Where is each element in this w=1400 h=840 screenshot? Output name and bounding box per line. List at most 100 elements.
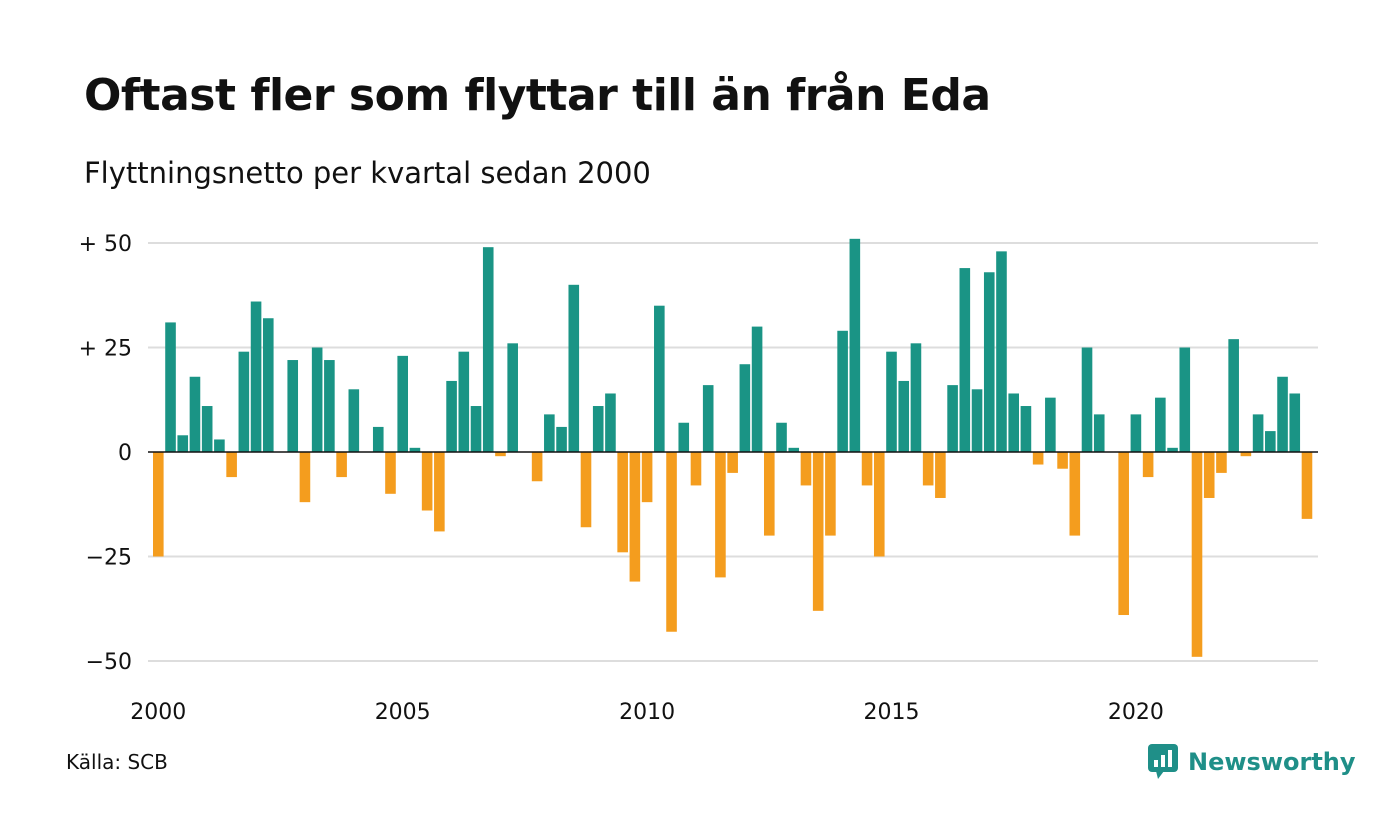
bar xyxy=(1179,347,1191,452)
x-tick-label: 2015 xyxy=(864,700,920,725)
bar xyxy=(372,426,384,452)
brand-name: Newsworthy xyxy=(1188,748,1356,776)
bar xyxy=(1277,376,1288,452)
bar xyxy=(1216,452,1227,473)
bar xyxy=(678,422,690,452)
bar xyxy=(947,385,958,452)
bar xyxy=(861,452,873,486)
bar xyxy=(385,452,396,494)
bar xyxy=(1240,452,1252,457)
bar xyxy=(287,360,299,452)
source-note: Källa: SCB xyxy=(66,750,168,774)
bar xyxy=(434,452,445,532)
x-tick-label: 2010 xyxy=(619,700,675,725)
bar xyxy=(715,452,726,578)
bar xyxy=(177,435,189,452)
bar xyxy=(1265,431,1276,452)
bar xyxy=(1228,339,1239,452)
bar xyxy=(592,406,604,452)
bar xyxy=(983,272,995,452)
bar xyxy=(409,447,421,452)
bar xyxy=(873,452,885,557)
bar-chart: + 50 + 25 0 −25 −50 2000 2005 2010 2015 2020 xyxy=(79,232,1318,725)
bar xyxy=(1069,452,1081,536)
bar xyxy=(568,284,580,452)
y-tick-label: + 25 xyxy=(79,337,132,362)
bar xyxy=(825,452,836,536)
bar xyxy=(935,452,946,498)
bar xyxy=(446,380,457,452)
bar xyxy=(1301,452,1313,519)
bar xyxy=(1118,452,1129,616)
bar xyxy=(299,452,311,503)
bar xyxy=(531,452,543,482)
bar xyxy=(189,376,201,452)
bar xyxy=(495,452,506,457)
bar xyxy=(214,439,225,452)
x-tick-labels: 2000 2005 2010 2015 2020 xyxy=(130,700,1164,725)
bar xyxy=(397,355,408,452)
bar xyxy=(311,347,323,452)
bar xyxy=(1142,452,1154,478)
bar xyxy=(922,452,934,486)
bar xyxy=(1045,397,1056,452)
bar xyxy=(1032,452,1044,465)
bar xyxy=(1081,347,1093,452)
bar xyxy=(886,351,897,452)
bar xyxy=(629,452,641,582)
bar xyxy=(458,351,470,452)
chart-title: Oftast fler som flyttar till än från Eda xyxy=(84,70,991,121)
bar xyxy=(336,452,347,478)
bar xyxy=(849,238,861,452)
bar xyxy=(959,268,971,452)
bar xyxy=(739,364,751,452)
bar xyxy=(898,380,910,452)
x-tick-label: 2000 xyxy=(130,700,186,725)
x-tick-label: 2020 xyxy=(1108,700,1164,725)
bar xyxy=(1093,414,1105,452)
bar xyxy=(764,452,775,536)
bar xyxy=(348,389,360,452)
brand-logo: Newsworthy xyxy=(1148,744,1356,780)
bar xyxy=(666,452,677,632)
bar xyxy=(1289,393,1301,452)
bar xyxy=(421,452,433,511)
bar xyxy=(971,389,983,452)
y-tick-label: −25 xyxy=(86,546,132,571)
bar xyxy=(165,322,176,452)
bar xyxy=(262,318,274,452)
x-tick-label: 2005 xyxy=(375,700,431,725)
bar xyxy=(153,452,164,557)
bar xyxy=(641,452,653,503)
bar xyxy=(727,452,738,473)
bar xyxy=(1155,397,1166,452)
bar xyxy=(1167,447,1178,452)
bar xyxy=(1203,452,1215,498)
bar xyxy=(788,447,800,452)
bar xyxy=(507,343,518,452)
bars xyxy=(153,238,1313,657)
bar xyxy=(702,385,714,452)
bar xyxy=(605,393,616,452)
bar xyxy=(470,406,482,452)
bar xyxy=(1008,393,1019,452)
bar xyxy=(1191,452,1203,657)
bar xyxy=(238,351,250,452)
bar xyxy=(800,452,812,486)
bar xyxy=(751,326,763,452)
bar xyxy=(910,343,922,452)
bar xyxy=(1130,414,1142,452)
bar xyxy=(226,452,237,478)
bar xyxy=(201,406,213,452)
bar xyxy=(1057,452,1068,469)
bar xyxy=(1020,406,1032,452)
y-tick-label: + 50 xyxy=(79,232,132,257)
y-tick-label: −50 xyxy=(86,650,132,675)
bar xyxy=(1252,414,1264,452)
y-tick-label: 0 xyxy=(118,441,132,466)
bar xyxy=(837,330,848,452)
y-tick-labels: + 50 + 25 0 −25 −50 xyxy=(79,232,132,675)
bar xyxy=(812,452,824,611)
bar xyxy=(776,422,787,452)
bar xyxy=(324,360,335,452)
